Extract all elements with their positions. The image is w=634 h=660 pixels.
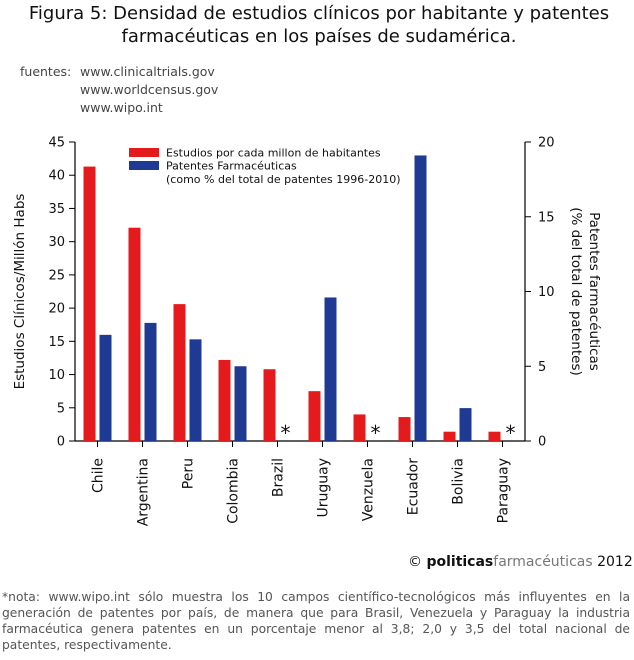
source-item: www.clinicaltrials.gov — [80, 64, 215, 79]
chart-title: Figura 5: Densidad de estudios clínicos … — [14, 2, 624, 48]
brand-light: farmacéuticas — [493, 554, 593, 570]
category-label: Argentina — [136, 458, 152, 526]
right-tick-label: 5 — [538, 360, 546, 375]
bar-patentes — [234, 366, 247, 441]
bar-estudios — [173, 304, 186, 441]
left-tick-label: 20 — [48, 302, 65, 317]
right-tick-label: 20 — [538, 136, 555, 151]
legend-swatch-estudios — [129, 148, 159, 157]
missing-data-marker: * — [281, 421, 291, 445]
y-axis-right-label-line2: (% del total de patentes) — [568, 207, 584, 376]
source-item: www.worldcensus.gov — [80, 82, 219, 97]
y-axis-label: Estudios Clínicos/Millón Habs — [12, 194, 28, 390]
left-tick-label: 35 — [48, 202, 65, 217]
left-tick-label: 0 — [57, 435, 65, 450]
copyright-symbol: © — [408, 554, 422, 570]
y-axis-right-label-line1: Patentes farmacéuticas — [586, 212, 602, 371]
bar-patentes — [144, 322, 157, 441]
category-label: Venzuela — [361, 458, 377, 521]
bar-estudios — [83, 166, 96, 441]
figure-label: Figura 5: — [28, 3, 108, 24]
missing-data-marker: * — [506, 421, 516, 445]
left-tick-label: 30 — [48, 235, 65, 250]
right-tick-label: 15 — [538, 210, 555, 225]
bar-patentes — [189, 339, 202, 441]
category-label: Ecuador — [406, 458, 422, 515]
bar-estudios — [398, 417, 411, 441]
bar-estudios — [218, 359, 231, 441]
title-text-1: Densidad de estudios clínicos por habita… — [113, 3, 610, 24]
category-label: Peru — [181, 458, 197, 489]
bar-patentes — [99, 334, 112, 441]
bar-patentes — [459, 408, 472, 441]
bar-patentes — [324, 297, 337, 441]
category-label: Chile — [91, 458, 107, 493]
source-item: www.wipo.int — [80, 100, 163, 115]
bar-estudios — [263, 369, 276, 441]
category-label: Colombia — [226, 458, 242, 524]
legend-label-patentes: Patentes Farmacéuticas — [166, 160, 297, 173]
bar-chart: 0 5 10 15 20 25 30 35 40 45 0 5 10 15 20 Estudios Clíni… — [12, 136, 602, 527]
bar-patentes — [414, 155, 427, 441]
bar-estudios — [353, 414, 366, 441]
right-tick-label: 0 — [538, 435, 546, 450]
bar-estudios — [443, 431, 456, 441]
legend-label-estudios: Estudios por cada millon de habitantes — [166, 147, 381, 160]
category-label: Paraguay — [496, 458, 512, 523]
bar-estudios — [128, 227, 141, 441]
left-tick-label: 45 — [48, 136, 65, 151]
legend-swatch-patentes — [129, 161, 159, 170]
category-label: Uruguay — [316, 458, 332, 518]
title-line-2: farmacéuticas en los países de sudaméric… — [121, 26, 517, 47]
left-tick-label: 40 — [48, 169, 65, 184]
left-tick-label: 25 — [48, 268, 65, 283]
left-tick-label: 5 — [57, 401, 65, 416]
credit-line: © politicasfarmacéuticas 2012 — [408, 554, 633, 570]
right-tick-label: 10 — [538, 285, 555, 300]
bar-estudios — [308, 391, 321, 441]
footnote: *nota: www.wipo.int sólo muestra los 10 … — [2, 590, 630, 652]
category-label: Brazil — [271, 458, 287, 497]
category-label: Bolivia — [451, 458, 467, 505]
sources-label: fuentes: — [20, 64, 72, 79]
title-line-1: Figura 5: Densidad de estudios clínicos … — [14, 2, 624, 25]
missing-data-marker: * — [371, 421, 381, 445]
credit-year: 2012 — [597, 554, 633, 570]
sources-block: fuentes: www.clinicaltrials.gov www.world… — [20, 63, 218, 117]
legend-subtitle: (como % del total de patentes 1996-2010) — [166, 173, 401, 186]
left-tick-label: 15 — [48, 335, 65, 350]
brand-bold: politicas — [426, 554, 494, 570]
bar-estudios — [488, 431, 501, 441]
left-tick-label: 10 — [48, 368, 65, 383]
